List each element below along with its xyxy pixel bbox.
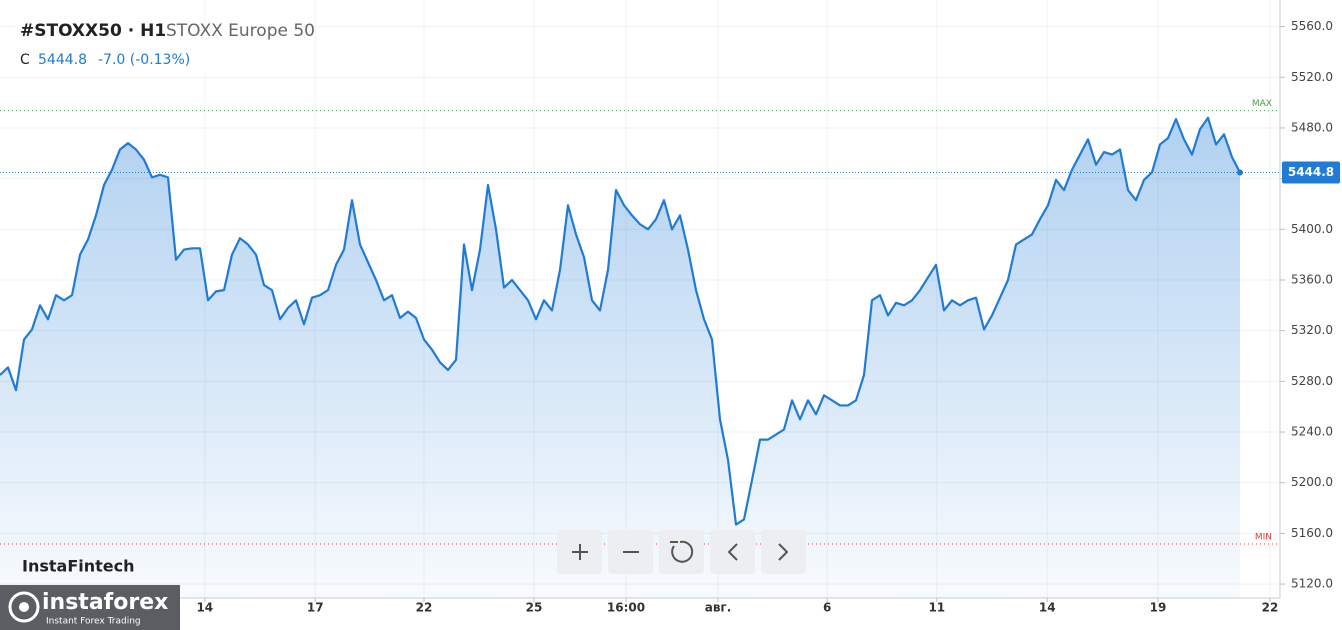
area — [0, 117, 1240, 599]
close-prefix: C — [20, 52, 30, 68]
x-tick-label: 11 — [928, 601, 945, 615]
line — [0, 116, 1241, 526]
close-change: -7.0 (-0.13%) — [98, 52, 190, 68]
last-point — [1237, 169, 1243, 176]
y-tick-label: 5400.0 — [1291, 222, 1333, 236]
x-tick-label: 6 — [823, 601, 831, 615]
reset-button[interactable] — [659, 530, 704, 574]
y-tick-label: 5480.0 — [1291, 120, 1333, 134]
x-tick-label: авг. — [705, 601, 732, 615]
y-tick-label: 5200.0 — [1291, 475, 1333, 489]
x-tick-label: 14 — [196, 601, 213, 615]
x-tick-label: 25 — [526, 601, 543, 615]
watermark: InstaFintech — [22, 557, 135, 576]
scroll-right-button[interactable] — [761, 530, 806, 574]
zoom-controls — [557, 530, 806, 574]
y-tick-label: 5560.0 — [1291, 19, 1333, 33]
header-bg — [14, 16, 298, 74]
y-tick-label: 5240.0 — [1291, 425, 1333, 439]
logo: instaforex Instant Forex Trading — [0, 585, 180, 630]
y-tick-label: 5160.0 — [1291, 526, 1333, 540]
scroll-left-button[interactable] — [710, 530, 755, 574]
logo-text: instaforex — [42, 590, 168, 615]
y-tick-label: 5120.0 — [1291, 577, 1333, 591]
y-tick-label: 5320.0 — [1291, 323, 1333, 337]
x-tick-label: 16:00 — [607, 601, 645, 615]
y-tick-label: 5280.0 — [1291, 374, 1333, 388]
symbol: #STOXX50 · H1 — [20, 21, 166, 41]
x-tick-label: 22 — [416, 601, 433, 615]
logo-subtext: Instant Forex Trading — [46, 617, 141, 627]
close-value: 5444.8 — [38, 52, 87, 68]
zoom-in-button[interactable] — [557, 530, 602, 574]
reference-label: MAX — [1252, 99, 1272, 109]
x-tick-label: 17 — [307, 601, 324, 615]
instrument-name: STOXX Europe 50 — [166, 21, 315, 41]
y-tick-label: 5520.0 — [1291, 70, 1333, 84]
reference-label: MIN — [1255, 533, 1272, 543]
last-price-label: 5444.8 — [1288, 165, 1334, 179]
zoom-out-button[interactable] — [608, 530, 653, 574]
last-price-box — [1282, 161, 1340, 184]
plot-area: 5120.0 5160.0 5200.0 5240.0 5280.0 5320.0 5360… — [0, 0, 1340, 615]
y-tick-label: 5360.0 — [1291, 272, 1333, 286]
x-tick-label: 14 — [1039, 601, 1056, 615]
x-tick-label: 22 — [1262, 601, 1279, 615]
x-tick-label: 19 — [1150, 601, 1167, 615]
